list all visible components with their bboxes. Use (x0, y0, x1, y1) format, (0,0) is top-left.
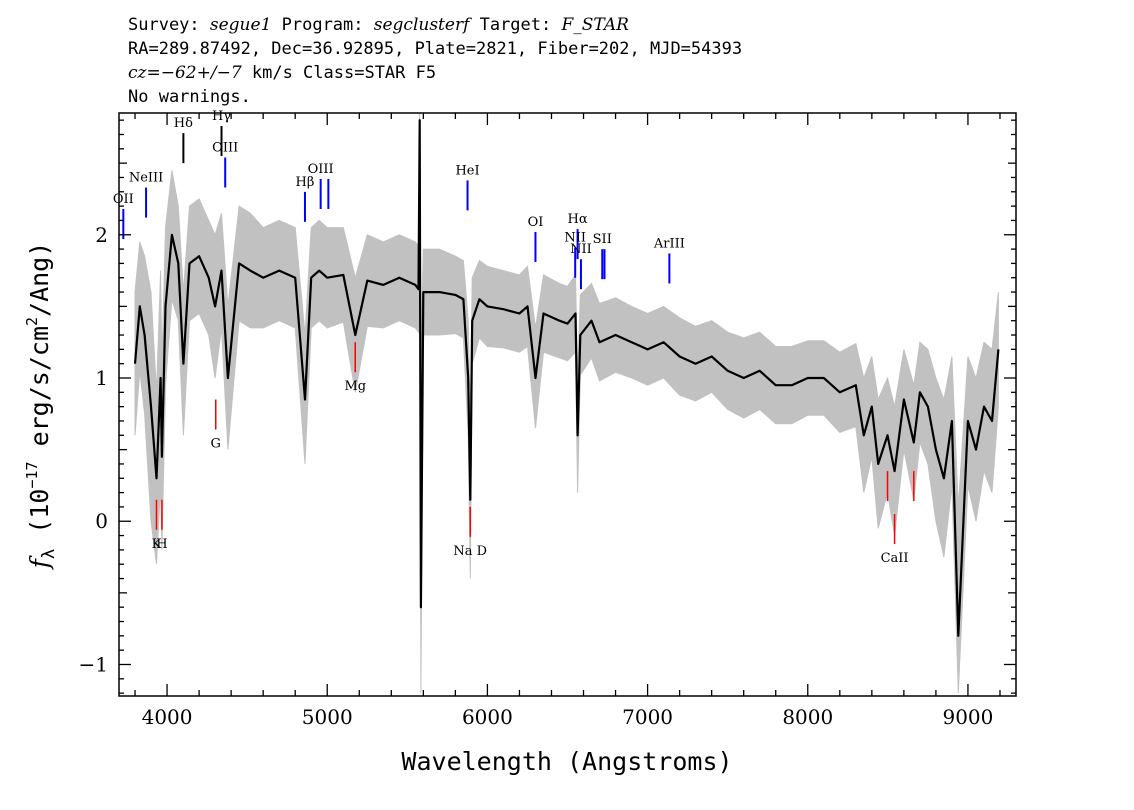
y-axis: −1 0 1 2 (79, 119, 1016, 694)
line-label: Hδ (174, 116, 193, 131)
line-label: OIII (308, 162, 334, 177)
line-label: HeI (455, 163, 479, 178)
y-axis-title: fλ (10−17 erg/s/cm2/Ang) (23, 242, 59, 571)
target-value: F_STAR (560, 15, 629, 35)
x-tick-label: 7000 (622, 705, 673, 729)
program-value: segclusterf (374, 15, 472, 35)
x-axis: 4000 5000 6000 7000 8000 9000 (134, 113, 1001, 729)
y-tick-label: 0 (95, 509, 108, 533)
line-label: OII (113, 192, 134, 207)
line-label: NeIII (129, 171, 163, 186)
line-label: SII (593, 232, 612, 247)
line-label: CaII (881, 551, 909, 566)
line-label: ArIII (653, 236, 685, 251)
x-tick-label: 8000 (782, 705, 833, 729)
line-label: NII (570, 242, 592, 257)
y-tick-label: 2 (95, 223, 108, 247)
line-label: Mg (344, 379, 366, 394)
uncertainty-band (134, 113, 999, 694)
x-tick-label: 5000 (302, 705, 353, 729)
line-label: H (156, 537, 167, 552)
header-line-2: RA=289.87492, Dec=36.92895, Plate=2821, … (128, 39, 742, 59)
line-label: NII (564, 231, 586, 246)
line-label: Hγ (212, 109, 231, 124)
header-line-3: cz=−62+/−7 km/s Class=STAR F5 (128, 63, 436, 83)
line-label: OI (528, 215, 544, 230)
header: Survey: segue1 Program: segclusterf Targ… (128, 15, 742, 107)
survey-value: segue1 (210, 15, 272, 35)
line-label: G (211, 436, 221, 451)
line-label: Hβ (296, 175, 315, 190)
plot-area (122, 113, 1000, 694)
line-label: K (152, 537, 162, 552)
x-tick-label: 9000 (942, 705, 993, 729)
y-tick-label: 1 (95, 366, 108, 390)
flux-line (133, 119, 1000, 637)
header-line-1: Survey: segue1 Program: segclusterf Targ… (128, 15, 629, 35)
x-tick-label: 6000 (462, 705, 513, 729)
header-line-4: No warnings. (128, 87, 251, 107)
line-label: OIII (212, 140, 238, 155)
x-axis-title: Wavelength (Angstroms) (401, 747, 732, 776)
line-label: Hα (568, 212, 588, 227)
y-tick-label: −1 (79, 652, 108, 676)
spectral-line-markers (122, 125, 915, 545)
x-tick-label: 4000 (142, 705, 193, 729)
line-label: Na D (453, 544, 487, 559)
plot-frame (118, 112, 1017, 697)
